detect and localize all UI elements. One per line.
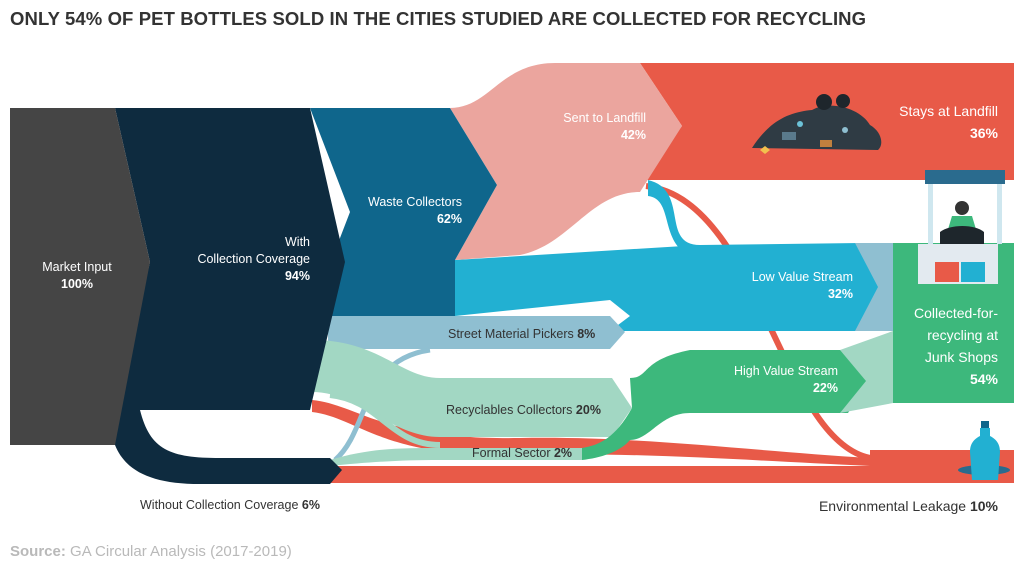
sent-to-landfill-node	[450, 63, 682, 260]
waste-collectors-name: Waste Collectors	[367, 195, 462, 209]
street-pickers-name: Street Material Pickers	[448, 327, 574, 341]
market-input-label: Market Input 100%	[12, 259, 142, 293]
chart-title: ONLY 54% OF PET BOTTLES SOLD IN THE CITI…	[10, 8, 867, 29]
source-text: GA Circular Analysis (2017-2019)	[70, 543, 292, 560]
junk-shops-line3: Junk Shops	[924, 349, 998, 365]
market-input-node	[10, 108, 150, 445]
low-value-to-junk-flow	[855, 243, 893, 331]
street-pickers-label: Street Material Pickers 8%	[448, 326, 595, 343]
environmental-leakage-label: Environmental Leakage 10%	[780, 495, 998, 517]
low-value-stream-name: Low Value Stream	[751, 270, 853, 284]
waste-collectors-label: Waste Collectors 62%	[330, 194, 462, 228]
sent-to-landfill-label: Sent to Landfill 42%	[520, 110, 646, 144]
low-value-stream-label: Low Value Stream 32%	[700, 269, 853, 303]
without-coverage-label: Without Collection Coverage 6%	[140, 497, 320, 514]
high-value-stream-label: High Value Stream 22%	[700, 363, 838, 397]
collection-coverage-line1: With	[285, 235, 310, 249]
landfill-trash-pile-icon	[752, 94, 882, 154]
stays-at-landfill-value: 36%	[969, 125, 998, 141]
recyclables-collectors-value: 20%	[575, 403, 601, 417]
formal-sector-name: Formal Sector	[472, 446, 551, 460]
stays-at-landfill-name: Stays at Landfill	[899, 103, 998, 119]
street-pickers-value: 8%	[577, 327, 596, 341]
landfill-to-low-value-flow	[648, 180, 720, 262]
low-value-stream-value: 32%	[827, 287, 853, 301]
source-note: Source: GA Circular Analysis (2017-2019)	[10, 543, 292, 560]
leakage-bottom-band	[330, 466, 1000, 483]
market-input-name: Market Input	[42, 260, 112, 274]
without-coverage-name: Without Collection Coverage	[140, 498, 299, 512]
plastic-bottle-water-icon	[958, 421, 1010, 480]
source-prefix: Source:	[10, 543, 66, 560]
environmental-leakage-value: 10%	[969, 498, 998, 514]
high-value-stream-value: 22%	[812, 381, 838, 395]
junk-shops-line1: Collected-for-	[913, 305, 998, 321]
high-value-stream-name: High Value Stream	[734, 364, 838, 378]
collection-coverage-line2: Collection Coverage	[197, 252, 310, 266]
recyclables-collectors-name: Recyclables Collectors	[446, 403, 573, 417]
junk-shops-value: 54%	[969, 371, 998, 387]
recyclables-collectors-node	[312, 340, 632, 437]
junk-shop-stall-icon	[918, 170, 1005, 284]
environmental-leakage-name: Environmental Leakage	[818, 498, 967, 514]
collection-coverage-node	[115, 108, 345, 410]
high-value-stream-node	[582, 350, 868, 460]
recyclables-collectors-label: Recyclables Collectors 20%	[446, 402, 601, 419]
waste-collectors-node	[310, 108, 497, 316]
junk-shops-line2: recycling at	[927, 327, 998, 343]
junk-shops-label: Collected-for- recycling at Junk Shops 5…	[880, 302, 998, 390]
high-value-to-junk-flow	[840, 331, 893, 413]
market-input-value: 100%	[61, 277, 93, 291]
collection-coverage-value: 94%	[284, 269, 310, 283]
formal-sector-label: Formal Sector 2%	[472, 445, 572, 462]
formal-sector-value: 2%	[553, 446, 573, 460]
low-value-stream-node	[455, 243, 880, 331]
stays-at-landfill-label: Stays at Landfill 36%	[840, 100, 998, 144]
without-coverage-flow	[115, 410, 342, 484]
sent-to-landfill-value: 42%	[620, 128, 646, 142]
street-pickers-node	[328, 316, 625, 349]
collection-coverage-label: With Collection Coverage 94%	[150, 234, 310, 285]
recyclables-cross-flow	[329, 392, 441, 448]
formal-sector-node	[330, 448, 596, 466]
waste-collectors-value: 62%	[436, 212, 462, 226]
sent-to-landfill-name: Sent to Landfill	[563, 111, 646, 125]
without-coverage-value: 6%	[301, 498, 320, 512]
